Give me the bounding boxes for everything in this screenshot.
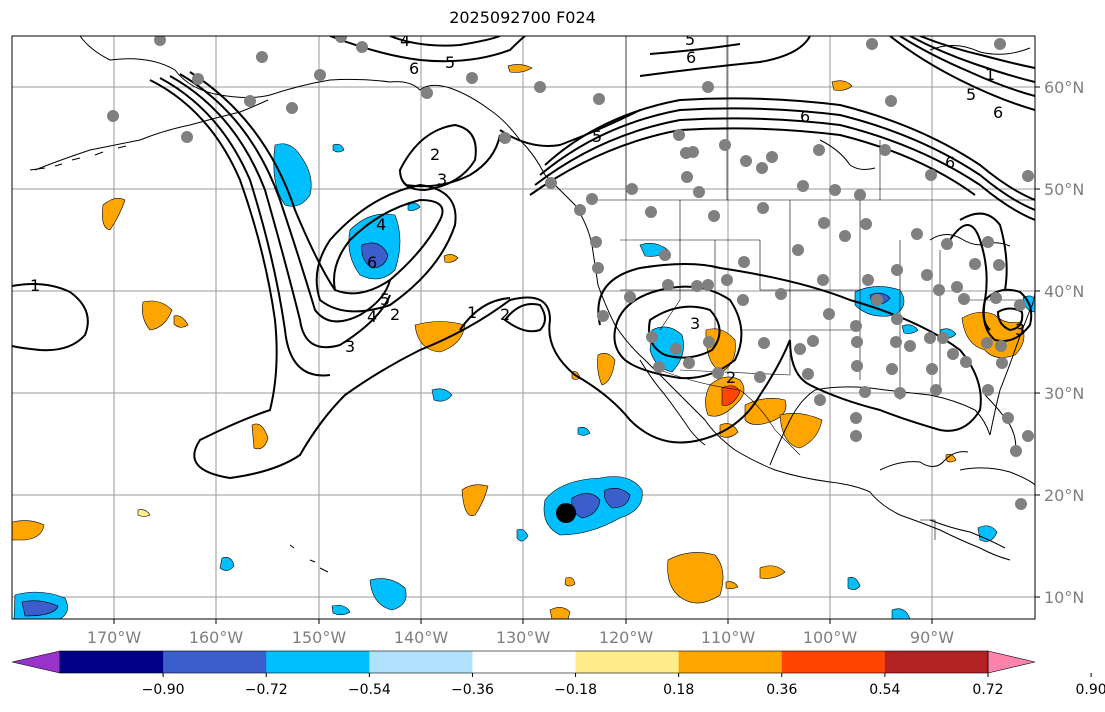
lon-label: 90°W (910, 628, 954, 647)
contour-label: 6 (800, 107, 810, 126)
colorbar-segment (163, 651, 267, 673)
contour-label-group: 1 1 1 2 2 2 2 3 3 3 3 4 4 4 5 5 5 5 5 6 … (30, 30, 1025, 387)
contour-label: 5 (445, 53, 455, 72)
colorbar-segment (781, 651, 886, 673)
lon-label: 170°W (87, 628, 142, 647)
positive-anomaly-shading (12, 64, 1025, 619)
contour-label: 2 (500, 305, 510, 324)
colorbar-tick-label: −0.18 (554, 682, 597, 698)
colorbar-extend-high (987, 650, 1036, 674)
lat-label: 10°N (1044, 588, 1084, 607)
contour-label: 1 (30, 276, 40, 295)
contour-label: 5 (380, 290, 390, 309)
colorbar-segment (60, 651, 164, 673)
contour-label: 2 (726, 368, 736, 387)
lon-label: 120°W (599, 628, 654, 647)
colorbar-tick-label: 0.18 (663, 682, 694, 698)
contour-label: 3 (690, 314, 700, 333)
colorbar-tick-label: 0.72 (972, 682, 1003, 698)
colorbar-tick-label: −0.54 (348, 682, 391, 698)
contour-label: 3 (1015, 320, 1025, 339)
lat-label: 30°N (1044, 384, 1084, 403)
lon-label: 140°W (394, 628, 449, 647)
colorbar-segment (678, 651, 783, 673)
contour-label: 4 (400, 31, 410, 50)
lon-label: 100°W (803, 628, 858, 647)
longitude-axis: 170°W 160°W 150°W 140°W 130°W 120°W 110°… (87, 619, 954, 647)
contour-label: 6 (945, 153, 955, 172)
colorbar-tick-label: −0.72 (245, 682, 288, 698)
lon-label: 150°W (292, 628, 347, 647)
contour-label: 5 (592, 127, 602, 146)
contour-label: 4 (376, 215, 386, 234)
lon-label: 160°W (189, 628, 244, 647)
lat-label: 20°N (1044, 486, 1084, 505)
colorbar-border (59, 650, 989, 674)
contour-label: 1 (985, 65, 995, 84)
colorbar-segment (472, 651, 577, 673)
contour-label: 2 (390, 305, 400, 324)
colorbar-tick-label: 0.90 (1076, 682, 1105, 698)
graticule (12, 36, 1035, 619)
contour-label: 4 (367, 307, 377, 326)
colorbar-tick-label: 0.36 (766, 682, 797, 698)
colorbar-extend-low (11, 650, 61, 674)
contour-label: 6 (993, 103, 1003, 122)
colorbar-tick-label: −0.36 (451, 682, 494, 698)
lat-label: 40°N (1044, 282, 1084, 301)
contour-lines (12, 36, 1035, 480)
contour-label: 3 (345, 337, 355, 356)
lat-label: 50°N (1044, 180, 1084, 199)
colorbar-tick-label: 0.54 (869, 682, 900, 698)
contour-label: 1 (467, 303, 477, 322)
contour-label: 5 (966, 85, 976, 104)
storm-center-marker (556, 503, 576, 523)
colorbar-segment (369, 651, 473, 673)
lon-label: 130°W (496, 628, 551, 647)
latitude-axis: 60°N 50°N 40°N 30°N 20°N 10°N (1035, 78, 1084, 607)
lat-label: 60°N (1044, 78, 1084, 97)
contour-label: 2 (430, 145, 440, 164)
contour-label: 6 (409, 59, 419, 78)
colorbar-segment (266, 651, 370, 673)
colorbar-segment (884, 651, 989, 673)
contour-label: 5 (685, 30, 695, 49)
colorbar-tick-label: −0.90 (142, 682, 185, 698)
lon-label: 110°W (701, 628, 756, 647)
colorbar: −0.90 −0.72 −0.54 −0.36 −0.18 0.18 0.36 0.54 0.7… (11, 650, 1105, 698)
colorbar-segment (575, 651, 680, 673)
contour-label: 3 (437, 170, 447, 189)
contour-label: 6 (367, 253, 377, 272)
contour-label: 6 (686, 48, 696, 67)
station-markers (107, 36, 1034, 510)
map-title: 2025092700 F024 (449, 8, 596, 27)
